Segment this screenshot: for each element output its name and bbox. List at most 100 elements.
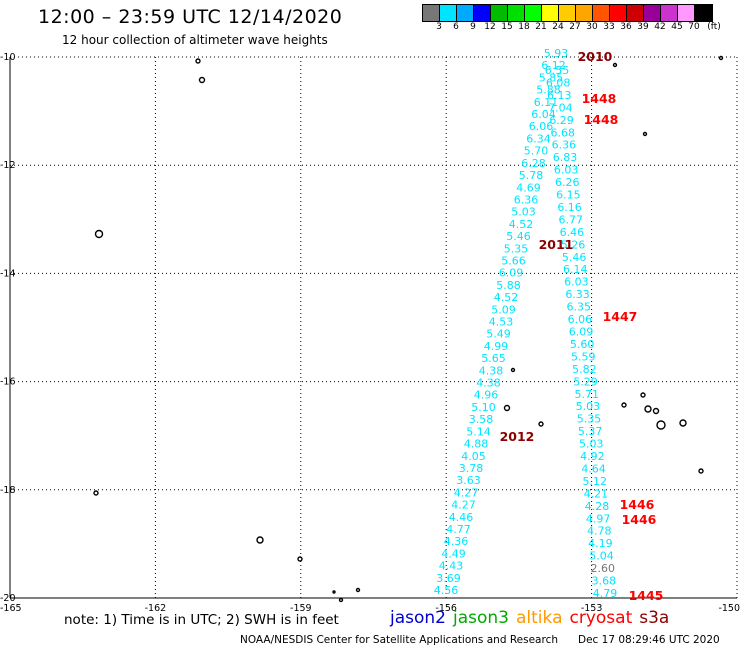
footer-credit: NOAA/NESDIS Center for Satellite Applica… (240, 634, 558, 646)
color-swatch (576, 5, 593, 21)
wave-height-label: 5.46 (562, 251, 587, 264)
wave-height-label: 4.43 (439, 560, 464, 573)
wave-height-label: 6.12 (541, 59, 566, 72)
lon-tick-label: -159 (290, 603, 312, 614)
color-swatch (423, 5, 440, 21)
wave-height-label: 3.78 (459, 462, 484, 475)
wave-height-label: 3.69 (436, 572, 461, 585)
color-swatch (644, 5, 661, 21)
wave-height-label: 6.09 (569, 326, 594, 339)
lon-tick-label: -162 (145, 603, 167, 614)
wave-height-label: 6.46 (560, 226, 585, 239)
wave-height-label: 4.28 (585, 500, 610, 513)
island-outlines (93, 55, 724, 603)
wave-height-label: 4.69 (516, 181, 541, 194)
wave-height-label: 6.55 (545, 64, 570, 77)
color-swatch (525, 5, 542, 21)
island-outline (93, 490, 99, 496)
island-outline (338, 597, 344, 603)
wave-height-label: 6.03 (554, 164, 579, 177)
pass-time-label: 1448 (582, 91, 617, 106)
wave-height-label: 5.26 (561, 238, 586, 251)
wave-height-label: 6.36 (514, 193, 539, 206)
wave-height-label: 6.35 (566, 301, 591, 314)
color-scale-tick: 45 (671, 22, 683, 32)
wave-height-label: 3.58 (469, 413, 494, 426)
color-scale-labels: 3 6 9 12 15 18 21 24 27 30 33 36 39 42 45 70 (ft) (422, 22, 740, 34)
island-outline (198, 76, 206, 84)
wave-height-label: 6.36 (552, 139, 577, 152)
wave-height-label: 5.82 (572, 363, 597, 376)
color-swatch (491, 5, 508, 21)
island-outline (718, 55, 724, 61)
wave-height-label: 6.33 (565, 288, 590, 301)
wave-height-label: 5.35 (577, 413, 602, 426)
axis-tick-labels: -165 -162 -159 -156 -153 -150 -10 -12 -14 -16 -18 -… (0, 52, 740, 614)
island-outline (332, 590, 336, 594)
wave-height-label: 6.34 (526, 132, 551, 145)
lat-tick-label: -20 (0, 593, 16, 604)
footer-note: note: 1) Time is in UTC; 2) SWH is in fe… (64, 612, 339, 628)
wave-height-label: 6.68 (550, 126, 575, 139)
color-scale-tick: 6 (453, 22, 459, 32)
wave-height-label: 5.09 (491, 303, 516, 316)
wave-height-label: 5.88 (536, 84, 561, 97)
wave-height-label: 5.70 (524, 145, 549, 158)
wave-height-label: 6.77 (558, 213, 583, 226)
wave-height-label: 6.26 (555, 176, 580, 189)
mission-altika: altika (516, 608, 563, 628)
island-outline (297, 556, 303, 562)
wave-height-label: 6.09 (499, 267, 524, 280)
color-scale-tick: 27 (569, 22, 581, 32)
wave-height-label: 4.52 (509, 218, 534, 231)
wave-height-label: 5.29 (573, 375, 598, 388)
wave-height-label: 5.03 (576, 400, 601, 413)
island-outline (644, 405, 652, 413)
color-swatch (440, 5, 457, 21)
color-scale-tick: 9 (470, 22, 476, 32)
wave-height-label: 6.08 (546, 76, 571, 89)
mission-jason3: jason3 (453, 608, 509, 628)
wave-height-label: 4.79 (593, 587, 618, 600)
wave-height-label: 6.06 (568, 313, 593, 326)
pass-time-label: 1445 (629, 588, 664, 603)
pass-time-label: 1448 (584, 112, 619, 127)
color-scale-tick: 24 (552, 22, 564, 32)
wave-height-label: 4.46 (449, 511, 474, 524)
mission-jason2: jason2 (390, 608, 446, 628)
wave-height-label: 5.03 (511, 206, 536, 219)
wave-height-label: 4.78 (587, 525, 612, 538)
island-outline (355, 587, 361, 593)
mission-cryosat: cryosat (569, 608, 633, 628)
wave-height-label: 4.27 (451, 499, 476, 512)
lat-tick-label: -18 (0, 485, 16, 496)
wave-height-label: 5.35 (504, 242, 529, 255)
wave-height-label: 4.52 (494, 291, 519, 304)
wave-height-label: 4.19 (588, 537, 613, 550)
wave-height-label: 5.37 (578, 425, 603, 438)
wave-height-label: 6.15 (556, 189, 581, 202)
wave-height-label: 4.05 (461, 450, 486, 463)
wave-height-label: 6.03 (564, 276, 589, 289)
wave-height-label: 6.16 (557, 201, 582, 214)
island-outline (195, 58, 201, 64)
island-outline (256, 536, 264, 544)
map-title: 12:00 – 23:59 UTC 12/14/2020 (38, 6, 343, 28)
color-swatch (508, 5, 525, 21)
wave-height-label: 4.56 (434, 584, 459, 597)
color-scale-tick: 42 (654, 22, 666, 32)
wave-height-label: 4.97 (586, 512, 611, 525)
color-swatch (559, 5, 576, 21)
island-outline (652, 407, 660, 415)
wave-height-label: 6.14 (563, 263, 588, 276)
wave-height-label: 5.14 (466, 425, 491, 438)
wave-height-label: 4.27 (454, 486, 479, 499)
color-swatch (593, 5, 610, 21)
color-scale-tick: 3 (436, 22, 442, 32)
pass-time-label: 2011 (539, 237, 574, 252)
island-outline (94, 229, 104, 239)
mission-legend: jason2 jason3 altika cryosat s3a (390, 608, 676, 628)
wave-height-label: 2.60 (590, 562, 615, 575)
wave-height-label: 5.66 (501, 254, 526, 267)
